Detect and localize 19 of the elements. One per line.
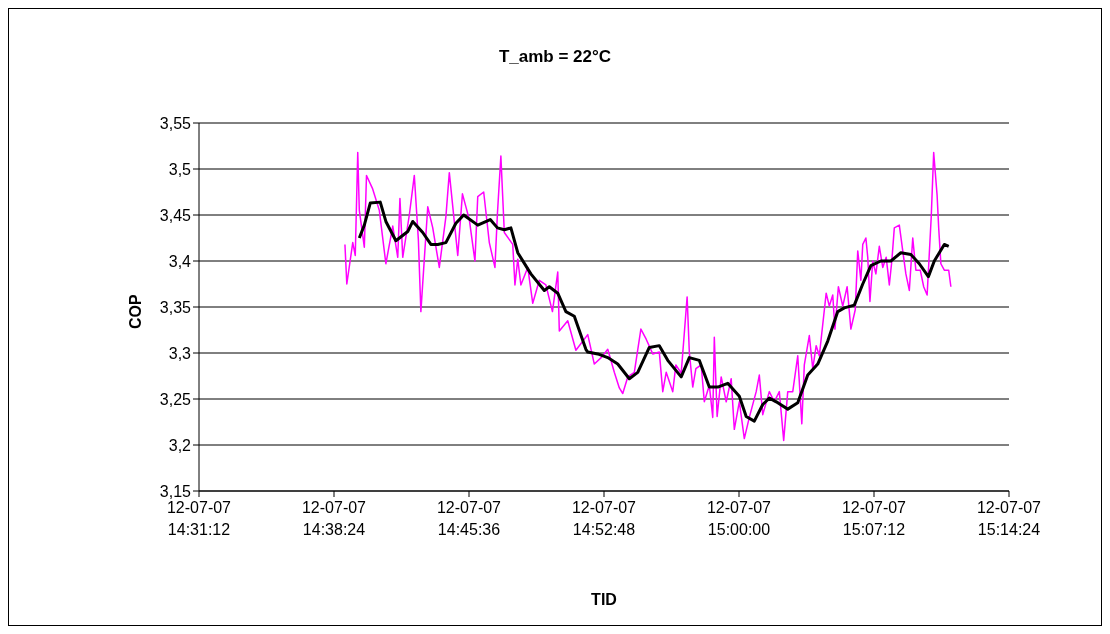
x-tick-label: 12-07-07 15:14:24 bbox=[976, 499, 1042, 538]
y-tick-label: 3,35 bbox=[159, 298, 192, 316]
y-tick-label: 3,5 bbox=[168, 160, 192, 178]
x-tick-label: 12-07-07 15:00:00 bbox=[706, 499, 772, 538]
y-tick-label: 3,3 bbox=[168, 344, 192, 362]
x-tick-label: 12-07-07 15:07:12 bbox=[841, 499, 907, 538]
chart-title: T_amb = 22°C bbox=[497, 47, 613, 67]
y-tick-label: 3,4 bbox=[168, 252, 192, 270]
y-tick-label: 3,55 bbox=[159, 114, 192, 132]
y-tick-label: 3,25 bbox=[159, 390, 192, 408]
y-tick-label: 3,45 bbox=[159, 206, 192, 224]
y-tick-label: 3,15 bbox=[159, 482, 192, 500]
y-axis-title: COP bbox=[127, 294, 144, 329]
y-tick-label: 3,2 bbox=[168, 436, 192, 454]
x-tick-label: 12-07-07 14:52:48 bbox=[571, 499, 637, 538]
x-axis-title: TID bbox=[590, 591, 618, 609]
x-tick-label: 12-07-07 14:31:12 bbox=[166, 499, 232, 538]
x-tick-label: 12-07-07 14:38:24 bbox=[301, 499, 367, 538]
x-tick-label: 12-07-07 14:45:36 bbox=[436, 499, 502, 538]
